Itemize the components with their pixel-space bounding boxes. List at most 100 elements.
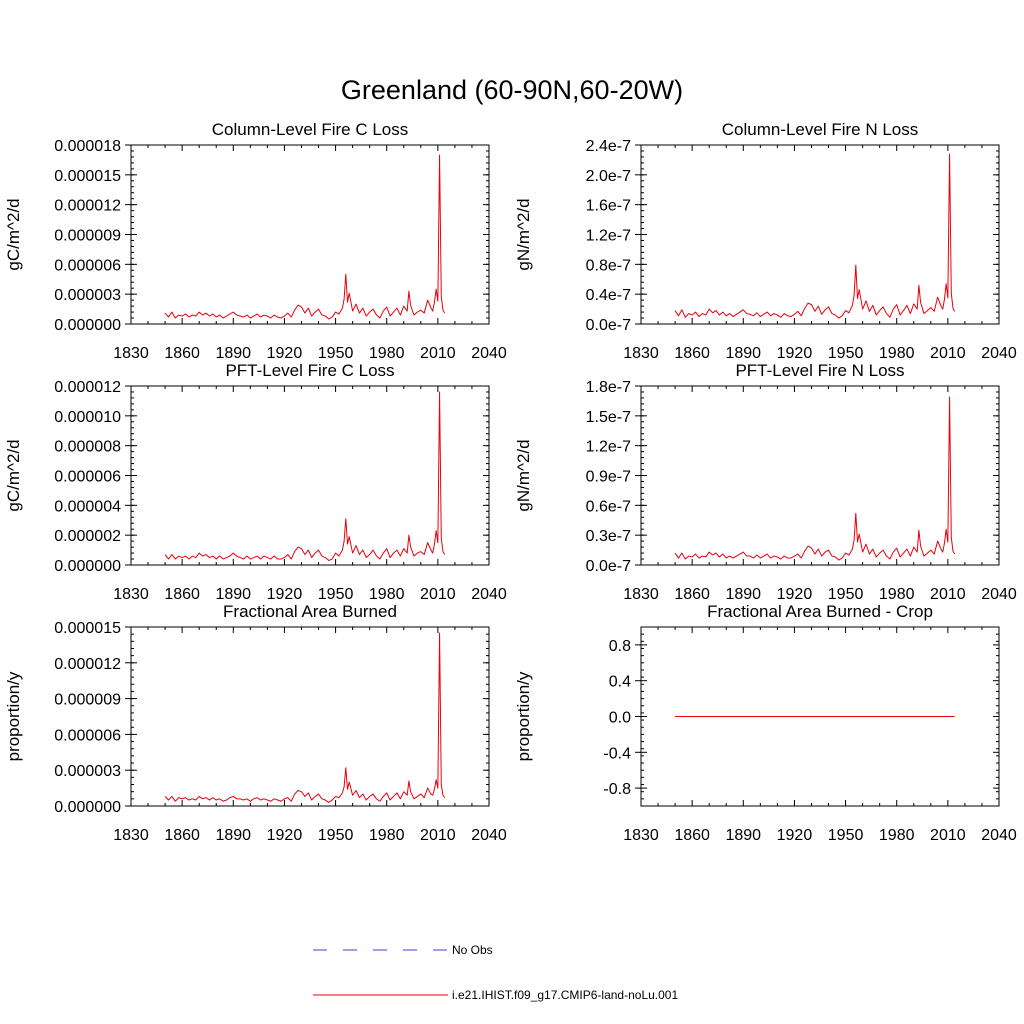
y-tick-label: 0.000010 bbox=[54, 409, 121, 426]
y-axis-label: gN/m^2/d bbox=[514, 198, 533, 270]
y-tick-label: 0.000006 bbox=[54, 727, 121, 744]
x-tick-label: 1830 bbox=[623, 827, 659, 844]
x-tick-label: 2010 bbox=[420, 827, 456, 844]
y-tick-label: -0.8 bbox=[603, 781, 631, 798]
y-tick-label: 0.000004 bbox=[54, 498, 121, 515]
x-tick-label: 1860 bbox=[674, 827, 710, 844]
y-tick-label: 2.4e-7 bbox=[586, 138, 631, 155]
legend-model-label: i.e21.IHIST.f09_g17.CMIP6-land-noLu.001 bbox=[452, 988, 678, 1002]
x-tick-label: 2010 bbox=[930, 586, 966, 603]
y-tick-label: 1.2e-7 bbox=[586, 439, 631, 456]
y-tick-label: 0.0e-7 bbox=[586, 317, 631, 334]
x-tick-label: 1920 bbox=[777, 827, 813, 844]
x-tick-label: 2040 bbox=[471, 345, 507, 362]
figure-title: Greenland (60-90N,60-20W) bbox=[341, 75, 683, 105]
x-tick-label: 1890 bbox=[725, 827, 761, 844]
y-tick-label: 0.3e-7 bbox=[586, 528, 631, 545]
y-tick-label: 0.6e-7 bbox=[586, 498, 631, 515]
series-line-model bbox=[164, 154, 446, 320]
y-axis-label: gC/m^2/d bbox=[4, 198, 23, 270]
series-line-model bbox=[674, 396, 956, 561]
x-tick-label: 1890 bbox=[215, 586, 251, 603]
y-tick-label: 1.5e-7 bbox=[586, 409, 631, 426]
x-tick-label: 1890 bbox=[725, 345, 761, 362]
x-tick-label: 1920 bbox=[777, 345, 813, 362]
panel-title: Fractional Area Burned - Crop bbox=[707, 602, 933, 621]
y-tick-label: 0.000012 bbox=[54, 379, 121, 396]
y-axis-label: proportion/y bbox=[514, 671, 533, 761]
x-tick-label: 2010 bbox=[930, 345, 966, 362]
panel-title: PFT-Level Fire N Loss bbox=[735, 361, 904, 380]
x-tick-label: 1860 bbox=[674, 345, 710, 362]
y-tick-label: 0.000003 bbox=[54, 287, 121, 304]
x-tick-label: 1980 bbox=[369, 827, 405, 844]
panel-2: Column-Level Fire N Loss gN/m^2/d 1830 1860… bbox=[514, 120, 1017, 362]
y-axis-label: proportion/y bbox=[4, 671, 23, 761]
x-tick-label: 1860 bbox=[674, 586, 710, 603]
y-tick-label: 0.000015 bbox=[54, 620, 121, 637]
y-axis-label: gC/m^2/d bbox=[4, 439, 23, 511]
x-tick-label: 1980 bbox=[879, 586, 915, 603]
x-tick-label: 1890 bbox=[725, 586, 761, 603]
x-tick-label: 2040 bbox=[981, 345, 1017, 362]
y-tick-label: 0.000018 bbox=[54, 138, 121, 155]
plot-frame bbox=[130, 626, 490, 807]
series-line-model bbox=[674, 153, 956, 319]
y-tick-label: 0.000015 bbox=[54, 168, 121, 185]
panels: Column-Level Fire C Loss gC/m^2/d 1830 1860… bbox=[4, 120, 1017, 844]
y-tick-label: 0.000000 bbox=[54, 799, 121, 816]
series-line-model bbox=[164, 391, 446, 562]
x-tick-label: 2040 bbox=[981, 586, 1017, 603]
x-tick-label: 1950 bbox=[828, 827, 864, 844]
y-tick-label: 2.0e-7 bbox=[586, 168, 631, 185]
x-tick-label: 1980 bbox=[879, 827, 915, 844]
x-tick-label: 1860 bbox=[164, 586, 200, 603]
y-tick-label: 0.000009 bbox=[54, 228, 121, 245]
panel-title: Column-Level Fire C Loss bbox=[212, 120, 409, 139]
x-tick-label: 1830 bbox=[113, 345, 149, 362]
x-tick-label: 2040 bbox=[471, 586, 507, 603]
legend: No Obs i.e21.IHIST.f09_g17.CMIP6-land-no… bbox=[313, 943, 678, 1002]
y-tick-label: 0.000002 bbox=[54, 528, 121, 545]
x-tick-label: 1950 bbox=[828, 586, 864, 603]
x-tick-label: 1830 bbox=[623, 345, 659, 362]
y-tick-label: 0.0 bbox=[609, 710, 631, 727]
x-tick-label: 2010 bbox=[420, 586, 456, 603]
x-tick-label: 1830 bbox=[623, 586, 659, 603]
x-tick-label: 1950 bbox=[318, 586, 354, 603]
y-tick-label: 0.000009 bbox=[54, 692, 121, 709]
y-tick-label: 1.6e-7 bbox=[586, 198, 631, 215]
x-tick-label: 2040 bbox=[471, 827, 507, 844]
x-tick-label: 1950 bbox=[828, 345, 864, 362]
x-tick-label: 1860 bbox=[164, 345, 200, 362]
y-tick-label: 0.9e-7 bbox=[586, 469, 631, 486]
panel-title: PFT-Level Fire C Loss bbox=[225, 361, 394, 380]
y-tick-label: 0.000003 bbox=[54, 763, 121, 780]
series-line-model bbox=[164, 632, 446, 803]
panel-1: Column-Level Fire C Loss gC/m^2/d 1830 1860… bbox=[4, 120, 507, 362]
x-tick-label: 1830 bbox=[113, 827, 149, 844]
y-tick-label: 0.000006 bbox=[54, 469, 121, 486]
x-tick-label: 1920 bbox=[267, 345, 303, 362]
x-tick-label: 1890 bbox=[215, 827, 251, 844]
y-tick-label: 0.000012 bbox=[54, 656, 121, 673]
panel-4: PFT-Level Fire N Loss gN/m^2/d 1830 1860 189… bbox=[514, 361, 1017, 603]
y-tick-label: 0.000012 bbox=[54, 198, 121, 215]
x-tick-label: 1830 bbox=[113, 586, 149, 603]
x-tick-label: 2040 bbox=[981, 827, 1017, 844]
x-tick-label: 1950 bbox=[318, 345, 354, 362]
y-tick-label: 0.8 bbox=[609, 638, 631, 655]
panel-title: Fractional Area Burned bbox=[223, 602, 397, 621]
x-tick-label: 1890 bbox=[215, 345, 251, 362]
x-tick-label: 2010 bbox=[930, 827, 966, 844]
x-tick-label: 1920 bbox=[267, 586, 303, 603]
x-tick-label: 1860 bbox=[164, 827, 200, 844]
legend-obs-label: No Obs bbox=[452, 943, 493, 957]
plot-frame bbox=[640, 144, 1000, 325]
x-tick-label: 1920 bbox=[777, 586, 813, 603]
y-tick-label: 0.000008 bbox=[54, 439, 121, 456]
y-tick-label: 0.4e-7 bbox=[586, 287, 631, 304]
y-tick-label: -0.4 bbox=[603, 745, 631, 762]
x-tick-label: 2010 bbox=[420, 345, 456, 362]
